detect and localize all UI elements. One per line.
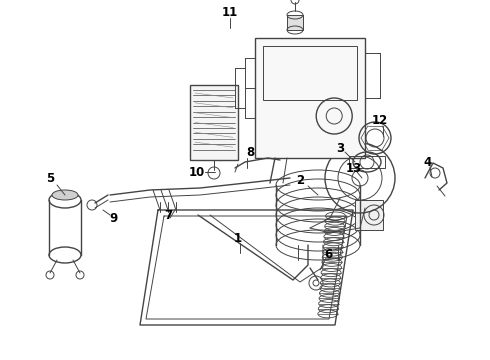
Bar — [349, 156, 385, 168]
Text: 5: 5 — [46, 171, 54, 185]
Bar — [190, 85, 238, 160]
Text: 3: 3 — [336, 141, 344, 154]
Text: 9: 9 — [109, 212, 117, 225]
Text: 6: 6 — [324, 248, 332, 261]
Ellipse shape — [52, 190, 78, 200]
Text: 7: 7 — [164, 208, 172, 221]
Bar — [355, 200, 383, 230]
Text: 8: 8 — [246, 145, 254, 158]
Bar — [255, 38, 365, 158]
Text: 4: 4 — [424, 156, 432, 168]
Text: 11: 11 — [222, 5, 238, 18]
Bar — [287, 15, 303, 30]
Text: 10: 10 — [189, 166, 205, 179]
Text: 12: 12 — [372, 113, 388, 126]
Text: 2: 2 — [296, 174, 304, 186]
Bar — [263, 46, 357, 100]
Text: 13: 13 — [346, 162, 362, 175]
Text: 1: 1 — [234, 231, 242, 244]
